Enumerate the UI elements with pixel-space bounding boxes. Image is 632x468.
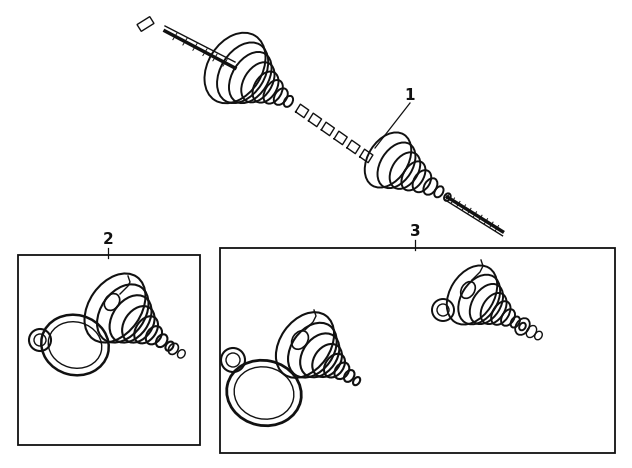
Bar: [137, 17, 154, 31]
Text: 2: 2: [102, 233, 113, 248]
Bar: [18, 255, 200, 445]
Text: 3: 3: [410, 225, 420, 240]
Bar: [220, 248, 615, 453]
Text: 1: 1: [404, 88, 415, 102]
